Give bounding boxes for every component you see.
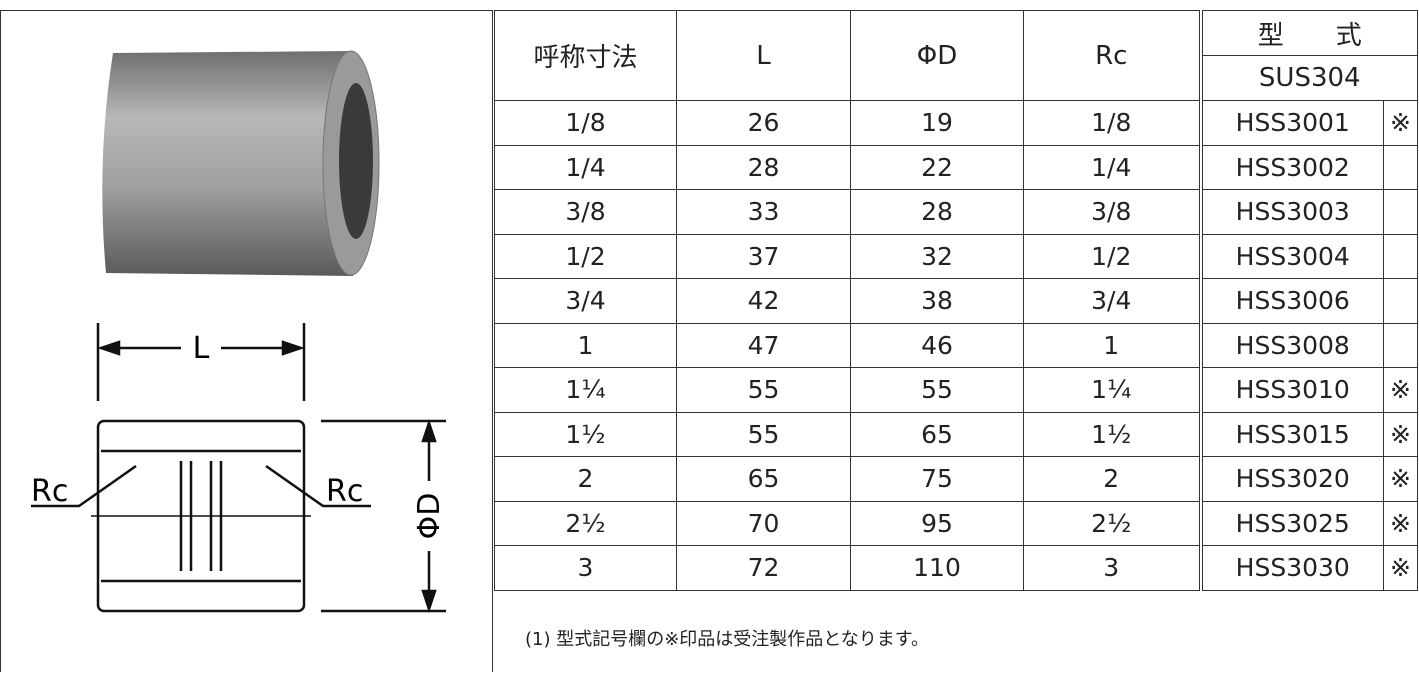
spec-table: 呼称寸法 L ΦD Rc 型 式 SUS304 1/8 26 19 1/8 HSS300… (494, 10, 1418, 591)
table-cell: 1 (494, 322, 677, 368)
table-cell: 3/8 (1023, 189, 1201, 235)
table-cell: 26 (676, 100, 851, 146)
table-cell: 2 (494, 456, 677, 502)
table-row: 2½ 70 95 2½ HSS3025 ※ (494, 500, 1418, 546)
table-cell: HSS3015 (1198, 411, 1384, 457)
table-cell: 42 (676, 278, 851, 324)
table-row: 2 65 75 2 HSS3020 ※ (494, 456, 1418, 502)
table-cell: 1/2 (494, 233, 677, 279)
table-cell: 1/4 (494, 144, 677, 190)
table-cell: 65 (850, 411, 1024, 457)
table-cell: HSS3025 (1198, 500, 1384, 546)
table-cell: ※ (1383, 500, 1418, 546)
table-cell: 55 (676, 367, 851, 413)
table-cell: 65 (676, 456, 851, 502)
thread-label: Rc (326, 474, 363, 509)
table-cell (1383, 233, 1418, 279)
table-cell: ※ (1383, 100, 1418, 146)
table-cell: ※ (1383, 367, 1418, 413)
table-cell: 1/4 (1023, 144, 1201, 190)
table-cell: 110 (850, 545, 1024, 591)
diameter-label: ΦD (412, 493, 447, 540)
table-cell: 37 (676, 233, 851, 279)
product-photo (102, 50, 380, 276)
table-cell (1383, 322, 1418, 368)
table-row: 1/4 28 22 1/4 HSS3002 (494, 144, 1418, 190)
table-cell: 72 (676, 545, 851, 591)
table-cell: 1¼ (1023, 367, 1201, 413)
product-figure: L Rc Rc ΦD (31, 50, 447, 613)
table-cell: 38 (850, 278, 1024, 324)
table-cell: 3/4 (1023, 278, 1201, 324)
table-row: 1/8 26 19 1/8 HSS3001 ※ (494, 100, 1418, 146)
header-cell: 呼称寸法 (494, 10, 677, 101)
table-cell: 1½ (1023, 411, 1201, 457)
table-row: 3/4 42 38 3/4 HSS3006 (494, 278, 1418, 324)
table-cell: 1 (1023, 322, 1201, 368)
table-row: 1¼ 55 55 1¼ HSS3010 ※ (494, 367, 1418, 413)
table-cell: HSS3002 (1198, 144, 1384, 190)
table-cell: 3/4 (494, 278, 677, 324)
table-cell: HSS3008 (1198, 322, 1384, 368)
table-cell: 1¼ (494, 367, 677, 413)
table-cell: 55 (850, 367, 1024, 413)
thread-label: Rc (31, 474, 68, 509)
table-cell (1383, 189, 1418, 235)
table-cell: 95 (850, 500, 1024, 546)
table-row: 1/2 37 32 1/2 HSS3004 (494, 233, 1418, 279)
table-cell: 3/8 (494, 189, 677, 235)
table-cell: 75 (850, 456, 1024, 502)
table-cell: 1/8 (1023, 100, 1201, 146)
table-cell: ※ (1383, 456, 1418, 502)
table-cell: HSS3020 (1198, 456, 1384, 502)
table-cell: HSS3004 (1198, 233, 1384, 279)
table-cell: 55 (676, 411, 851, 457)
table-cell: ※ (1383, 545, 1418, 591)
table-cell: 28 (850, 189, 1024, 235)
table-cell: 2½ (494, 500, 677, 546)
header-cell: SUS304 (1198, 55, 1418, 101)
table-row: 3/8 33 28 3/8 HSS3003 (494, 189, 1418, 235)
table-row: 1 47 46 1 HSS3008 (494, 322, 1418, 368)
table-cell: 3 (1023, 545, 1201, 591)
table-cell: 1/8 (494, 100, 677, 146)
table-cell: 1/2 (1023, 233, 1201, 279)
table-cell: 32 (850, 233, 1024, 279)
footnote: (1) 型式記号欄の※印品は受注製作品となります。 (525, 629, 929, 650)
table-cell: 2 (1023, 456, 1201, 502)
technical-drawing (31, 323, 446, 613)
table-cell: 70 (676, 500, 851, 546)
header-cell: ΦD (850, 10, 1024, 101)
table-cell: 33 (676, 189, 851, 235)
table-cell: 19 (850, 100, 1024, 146)
table-cell: 3 (494, 545, 677, 591)
table-cell: 22 (850, 144, 1024, 190)
table-row: 3 72 110 3 HSS3030 ※ (494, 545, 1418, 591)
table-cell: HSS3030 (1198, 545, 1384, 591)
table-cell (1383, 278, 1418, 324)
header-cell: 型 式 (1198, 10, 1418, 56)
product-panel: L Rc Rc ΦD (0, 10, 493, 672)
header-cell: L (676, 10, 851, 101)
table-cell: 47 (676, 322, 851, 368)
table-cell: ※ (1383, 411, 1418, 457)
length-label: L (193, 331, 210, 366)
table-cell: 1½ (494, 411, 677, 457)
header-cell: Rc (1023, 10, 1201, 101)
table-cell: 28 (676, 144, 851, 190)
table-cell: HSS3001 (1198, 100, 1384, 146)
table-cell: 46 (850, 322, 1024, 368)
table-cell (1383, 144, 1418, 190)
table-cell: 2½ (1023, 500, 1201, 546)
table-cell: HSS3010 (1198, 367, 1384, 413)
table-cell: HSS3006 (1198, 278, 1384, 324)
table-cell: HSS3003 (1198, 189, 1384, 235)
table-row: 1½ 55 65 1½ HSS3015 ※ (494, 411, 1418, 457)
